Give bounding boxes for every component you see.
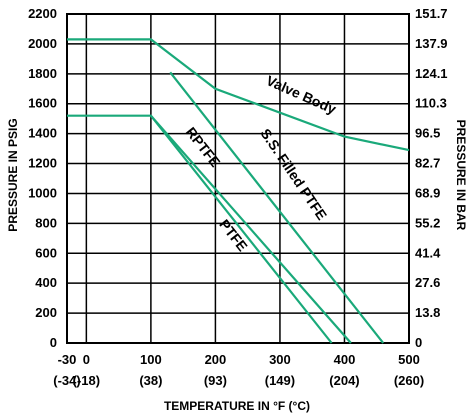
y-tick-label: 600 xyxy=(35,245,57,260)
x-tick-sublabel: (93) xyxy=(204,373,227,388)
y2-tick-label: 41.4 xyxy=(415,245,441,260)
series-line-rptfe xyxy=(150,114,352,344)
y2-tick-label: 151.7 xyxy=(415,6,448,21)
series-line-s-s-filled-ptfe xyxy=(169,71,385,344)
y2-tick-label: 96.5 xyxy=(415,126,440,141)
x-tick-sublabel: (149) xyxy=(265,373,295,388)
y-tick-label: 2200 xyxy=(28,6,57,21)
x-axis-title: TEMPERATURE IN °F (°C) xyxy=(164,399,310,413)
y-tick-label: 200 xyxy=(35,305,57,320)
x-tick-label: 400 xyxy=(334,352,356,367)
y-tick-label: 400 xyxy=(35,275,57,290)
x-tick-sublabel: (204) xyxy=(329,373,359,388)
x-tick-sublabel: (-34) xyxy=(53,373,80,388)
y2-tick-label: 13.8 xyxy=(415,305,440,320)
y2-tick-label: 55.2 xyxy=(415,215,440,230)
y2-tick-label: 110.3 xyxy=(415,96,447,111)
y2-tick-label: 82.7 xyxy=(415,156,440,171)
x-tick-label: -30 xyxy=(58,352,77,367)
x-axis-ticks: -30 (-34)0 (-18) 100 (38) 200 (93) 300 (149) 400 (… xyxy=(53,352,424,388)
y-tick-label: 1200 xyxy=(28,156,57,171)
chart-grid xyxy=(66,13,410,344)
y-tick-label: 1800 xyxy=(28,66,57,81)
y-tick-label: 800 xyxy=(35,215,57,230)
y-tick-label: 1400 xyxy=(28,126,57,141)
y2-tick-label: 68.9 xyxy=(415,185,440,200)
series-group xyxy=(67,38,410,344)
y2-axis-ticks: 0 13.8 27.6 41.4 55.2 68.9 82.7 96.5 110.3 124.1 1… xyxy=(415,6,448,350)
y2-tick-label: 137.9 xyxy=(415,36,448,51)
y2-tick-label: 0 xyxy=(415,335,422,350)
y-tick-label: 1000 xyxy=(28,185,57,200)
x-tick-label: 200 xyxy=(205,352,227,367)
plot-border xyxy=(66,13,410,344)
x-tick-label: 100 xyxy=(140,352,162,367)
x-tick-sublabel: (38) xyxy=(139,373,162,388)
x-tick-sublabel: (-18) xyxy=(73,373,100,388)
x-tick-label: 300 xyxy=(269,352,291,367)
y-axis-ticks: 0 200 400 600 800 1000 1200 1400 1600 1800 2000 220… xyxy=(28,6,57,350)
series-line-valve-body xyxy=(67,38,410,152)
y2-tick-label: 124.1 xyxy=(415,66,448,81)
y-tick-label: 1600 xyxy=(28,96,57,111)
x-tick-label: 0 xyxy=(83,352,90,367)
y2-tick-label: 27.6 xyxy=(415,275,440,290)
x-tick-sublabel: (260) xyxy=(394,373,424,388)
series-line-ptfe xyxy=(67,114,333,344)
y-tick-label: 2000 xyxy=(28,36,57,51)
y-tick-label: 0 xyxy=(50,335,57,350)
y-axis-title: PRESSURE IN PSIG xyxy=(6,118,20,231)
curve-label: S.S. Filled PTFE xyxy=(257,126,330,223)
x-tick-label: 500 xyxy=(398,352,420,367)
y2-axis-title: PRESSURE IN BAR xyxy=(454,120,468,231)
